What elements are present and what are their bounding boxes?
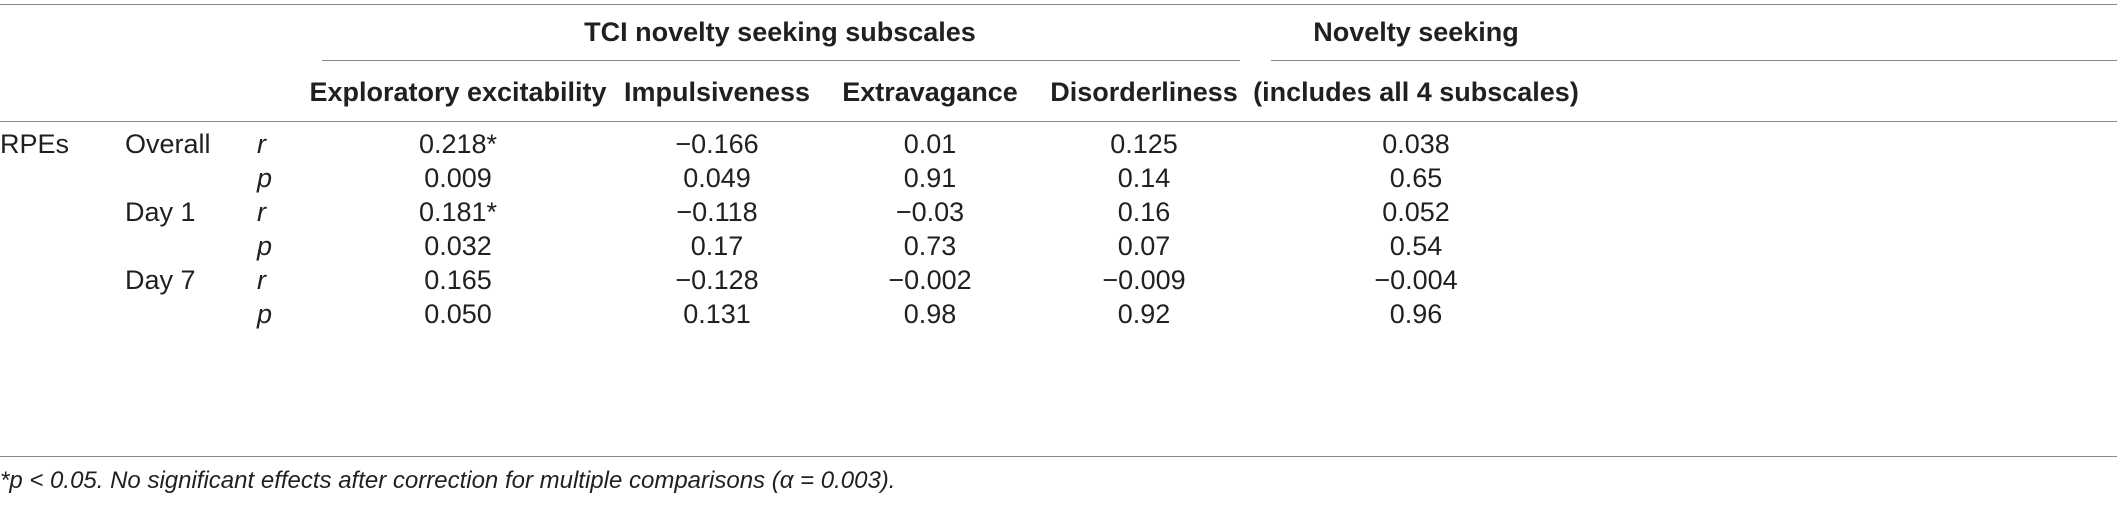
table-cell: 0.07: [1117, 231, 1171, 261]
table-cell: 0.91: [903, 163, 957, 193]
table-cell: 0.14: [1117, 163, 1171, 193]
column-header: Disorderliness: [1050, 77, 1238, 107]
table-cell: 0.65: [1389, 163, 1443, 193]
novelty-group-rule: [1271, 60, 2117, 61]
table-cell: −0.166: [675, 129, 759, 159]
footnote-marker: *: [0, 467, 10, 494]
table-bottom-rule: [0, 456, 2117, 457]
table-cell: −0.004: [1374, 265, 1458, 295]
table-cell: 0.92: [1117, 299, 1171, 329]
row-label-stat: p: [257, 163, 273, 193]
table-cell: 0.165: [424, 265, 492, 295]
column-header: (includes all 4 subscales): [1253, 77, 1579, 107]
column-header: Exploratory excitability: [309, 77, 607, 107]
row-label-stat: r: [257, 129, 266, 159]
column-header: Impulsiveness: [623, 77, 811, 107]
row-label-stat: r: [257, 197, 266, 227]
table-cell: 0.54: [1389, 231, 1443, 261]
row-label-condition: Day 7: [125, 265, 196, 295]
row-label-stat: p: [257, 231, 273, 261]
row-label-condition: Overall: [125, 129, 211, 159]
table-cell: 0.98: [903, 299, 957, 329]
group-title-tci: TCI novelty seeking subscales: [584, 17, 976, 47]
row-label-measure: RPEs: [0, 129, 70, 159]
footnote-p-symbol: p: [9, 467, 23, 494]
table-cell: 0.01: [903, 129, 957, 159]
table-top-rule: [0, 4, 2117, 5]
header-bottom-rule: [0, 121, 2117, 122]
table-cell: 0.16: [1117, 197, 1171, 227]
row-label-stat: r: [257, 265, 266, 295]
row-label-stat: p: [257, 299, 273, 329]
tci-group-rule: [322, 60, 1240, 61]
column-header: Extravagance: [842, 77, 1018, 107]
table-cell: 0.96: [1389, 299, 1443, 329]
table-cell: 0.181*: [418, 197, 498, 227]
table-cell: −0.128: [675, 265, 759, 295]
table-cell: 0.218*: [418, 129, 498, 159]
footnote-text: < 0.05. No significant effects after cor…: [22, 467, 896, 494]
table-cell: −0.002: [888, 265, 972, 295]
table-cell: −0.118: [676, 197, 758, 227]
table-cell: 0.052: [1382, 197, 1450, 227]
table-cell: 0.038: [1382, 129, 1450, 159]
table-cell: 0.032: [424, 231, 492, 261]
table-cell: 0.125: [1110, 129, 1178, 159]
table-cell: 0.131: [683, 299, 751, 329]
group-title-novelty: Novelty seeking: [1313, 17, 1519, 47]
table-footnote: *p < 0.05. No significant effects after …: [0, 465, 895, 497]
table-cell: 0.17: [690, 231, 744, 261]
table-cell: 0.050: [424, 299, 492, 329]
table-cell: −0.009: [1102, 265, 1186, 295]
table-cell: 0.73: [903, 231, 957, 261]
table-cell: 0.009: [424, 163, 492, 193]
table-cell: −0.03: [895, 197, 965, 227]
table-cell: 0.049: [683, 163, 751, 193]
row-label-condition: Day 1: [125, 197, 196, 227]
